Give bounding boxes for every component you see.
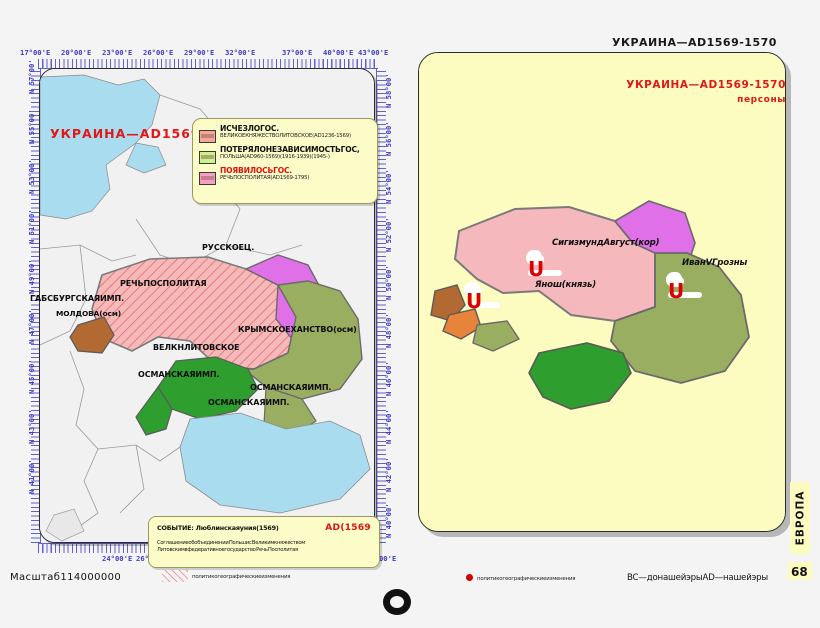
person-label-ivan: ИванVГрозны	[682, 258, 748, 268]
lat-tick-left-9: N 41°00'	[27, 459, 36, 494]
left-map-title: УКРАИНА—AD1569	[50, 126, 201, 141]
lat-tick-right-6: N 46°00'	[384, 361, 393, 396]
page-number-box	[788, 562, 812, 580]
lon-tick-top-2: 23°00'E	[102, 48, 133, 57]
event-callout: СОБЫТИЕ: Люблинскаяуния(1569) AD(1569 Со…	[148, 516, 380, 568]
sidebar-region-tab[interactable]: ЕВРОПА	[790, 482, 810, 554]
person-label-sigismund: СигизмундAвгуст(кор)	[552, 238, 660, 248]
region-label-lithuania: ВЕЛКНЛИТОВСКОЕ	[153, 343, 240, 352]
legend-heading: ПОТЕРЯЛОНЕЗАВИСИМОСТЬГОС,	[220, 145, 360, 154]
page-title: УКРАИНА—AD1569-1570	[612, 36, 777, 49]
right-map-subtitle: персоны	[737, 94, 786, 105]
ring-icon	[383, 589, 411, 615]
era-note-label: BC—донашейэрыAD—нашейэры	[627, 573, 768, 583]
event-description: Соглашениеобобъединении Польшис Великимк…	[157, 540, 306, 553]
legend-row: ПОЯВИЛОСЬГОС. РЕЧЬПОСПОЛИТАЯ(AD1569-1795…	[199, 167, 371, 185]
legend-heading: ПОЯВИЛОСЬГОС.	[220, 166, 293, 175]
lon-tick-top-5: 32°00'E	[225, 48, 256, 57]
legend-detail: РЕЧЬПОСПОЛИТАЯ(AD1569-1795)	[220, 174, 310, 181]
lat-tick-left-6: N 47°00'	[27, 309, 36, 344]
right-map-title: УКРАИНА—AD1569-1570 персоны	[626, 78, 786, 107]
lat-tick-left-4: N 51°00'	[27, 209, 36, 244]
lat-tick-left-5: N 49°00'	[27, 259, 36, 294]
lon-tick-top-1: 20°00'E	[61, 48, 92, 57]
legend-row: ПОТЕРЯЛОНЕЗАВИСИМОСТЬГОС, ПОЛЬША(AD960-1…	[199, 146, 371, 164]
lat-tick-right-3: N 52°00'	[384, 217, 393, 252]
left-map-panel: 17°00'E 20°00'E 23°00'E 26°00'E 29°00'E …	[14, 46, 396, 568]
event-label: СОБЫТИЕ: Люблинскаяуния(1569)	[157, 524, 279, 532]
right-map-title-main: УКРАИНА—AD1569-1570	[626, 79, 786, 91]
map-scale-label: Масштаб114000000	[10, 572, 122, 583]
event-date: AD(1569	[325, 523, 371, 533]
lat-tick-left-8: N 43°00'	[27, 409, 36, 444]
legend-swatch-lost-independence	[199, 151, 216, 164]
lat-tick-left-2: N 55°00'	[27, 109, 36, 144]
lon-tick-bot-8: 40°00'E	[366, 554, 397, 563]
person-marker-icon[interactable]: U	[664, 272, 702, 302]
lat-tick-right-9: N 40°00'	[384, 503, 393, 538]
dot-legend-label: политикогеографическиеизменения	[477, 576, 576, 582]
lat-tick-left-1: N 57°00'	[27, 59, 36, 94]
region-label-habsburg: ГАБСБУРГСКАЯИМП.	[30, 294, 125, 303]
latitude-ruler-right	[376, 68, 386, 543]
legend-swatch-appeared	[199, 172, 216, 185]
lon-tick-bot-0: 24°00'E	[102, 554, 133, 563]
lat-tick-left-3: N 53°00'	[27, 159, 36, 194]
lat-tick-right-0: N 58°00'	[384, 73, 393, 108]
region-label-ottoman-2: ОСМАНСКАЯИМП.	[250, 383, 332, 392]
legend-swatch-disappeared	[199, 130, 216, 143]
dot-legend-swatch	[466, 574, 473, 581]
region-label-ottoman-3: ОСМАНСКАЯИМП.	[208, 398, 290, 407]
lon-tick-top-7: 40°00'E	[323, 48, 354, 57]
person-marker-icon[interactable]: U	[524, 250, 562, 280]
legend-heading: ИСЧЕЗЛОГОС.	[220, 124, 279, 133]
lat-tick-right-4: N 50°00'	[384, 265, 393, 300]
left-map-canvas[interactable]	[39, 68, 375, 543]
hatch-legend-swatch	[162, 570, 188, 582]
sidebar-region-label: ЕВРОПА	[794, 490, 806, 546]
legend-detail: ВЕЛИКОЕКНЯЖЕСТВОЛИТОВСКОЕ(AD1236-1569)	[220, 132, 351, 139]
lat-tick-right-2: N 54°00'	[384, 169, 393, 204]
map-legend: ИСЧЕЗЛОГОС. ВЕЛИКОЕКНЯЖЕСТВОЛИТОВСКОЕ(AD…	[192, 118, 378, 204]
region-label-crimean-khanate: КРЫМСКОЕХАНСТВО(осм)	[238, 325, 357, 334]
lat-tick-right-5: N 48°00'	[384, 313, 393, 348]
legend-detail: ПОЛЬША(AD960-1569)(1916-1939)(1945-)	[220, 153, 330, 160]
person-marker-icon[interactable]: U	[462, 282, 500, 312]
person-label-janos: Янош(князь)	[535, 280, 596, 290]
lon-tick-top-8: 43°00'E	[358, 48, 389, 57]
legend-row: ИСЧЕЗЛОГОС. ВЕЛИКОЕКНЯЖЕСТВОЛИТОВСКОЕ(AD…	[199, 125, 371, 143]
hatch-legend-label: политикогеографическиеизменения	[192, 574, 291, 580]
lat-tick-right-7: N 44°00'	[384, 409, 393, 444]
region-label-rzeczpospolita: РЕЧЬПОСПОЛИТАЯ	[120, 279, 207, 288]
lon-tick-top-0: 17°00'E	[20, 48, 51, 57]
region-label-russia: РУССКОЕЦ.	[202, 243, 255, 252]
lon-tick-top-4: 29°00'E	[184, 48, 215, 57]
region-label-ottoman-1: ОСМАНСКАЯИМП.	[138, 370, 220, 379]
lat-tick-left-7: N 45°00'	[27, 359, 36, 394]
lon-tick-top-6: 37°00'E	[282, 48, 313, 57]
page-number: 68	[791, 565, 808, 579]
lat-tick-right-1: N 56°00'	[384, 121, 393, 156]
region-label-moldova: МОЛДОВА(осм)	[56, 309, 122, 318]
lat-tick-right-8: N 42°00'	[384, 457, 393, 492]
lon-tick-top-3: 26°00'E	[143, 48, 174, 57]
